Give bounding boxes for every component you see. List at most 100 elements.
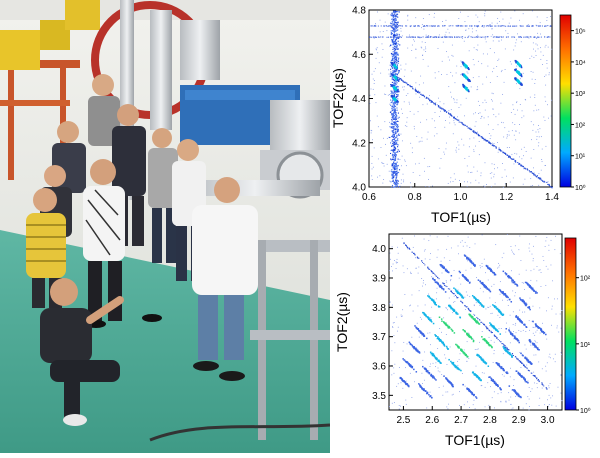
- data-point: [395, 117, 396, 118]
- data-point: [523, 26, 524, 27]
- data-point: [389, 46, 390, 47]
- data-point: [422, 41, 423, 42]
- data-point: [519, 133, 520, 134]
- data-point: [408, 37, 409, 38]
- data-point: [397, 94, 398, 95]
- data-point: [392, 59, 393, 60]
- data-point: [467, 356, 469, 358]
- data-point: [393, 44, 394, 45]
- data-point: [502, 163, 503, 164]
- data-point: [549, 404, 550, 405]
- data-point: [508, 156, 509, 157]
- data-point: [481, 358, 483, 360]
- data-point: [476, 36, 477, 37]
- data-point: [431, 397, 433, 399]
- data-point: [390, 142, 391, 143]
- data-point: [468, 172, 469, 173]
- data-point: [458, 36, 459, 37]
- data-point: [513, 159, 514, 160]
- data-point: [415, 82, 416, 83]
- data-point: [529, 243, 530, 244]
- data-point: [525, 331, 526, 332]
- data-point: [392, 67, 393, 68]
- data-point: [392, 270, 393, 271]
- data-point: [394, 142, 395, 143]
- data-point: [491, 340, 492, 341]
- data-point: [415, 26, 416, 27]
- data-point: [387, 37, 388, 38]
- data-point: [479, 105, 480, 106]
- data-point: [516, 332, 517, 333]
- data-point: [548, 245, 549, 246]
- data-point: [416, 49, 417, 50]
- data-point: [540, 59, 541, 60]
- data-point: [541, 159, 542, 160]
- data-point: [397, 247, 398, 248]
- data-point: [400, 65, 401, 66]
- data-point: [529, 409, 530, 410]
- data-point: [538, 185, 539, 186]
- data-point: [419, 337, 420, 338]
- data-point: [482, 331, 483, 332]
- data-point: [395, 186, 396, 187]
- data-point: [486, 77, 487, 78]
- data-point: [463, 246, 464, 247]
- data-point: [442, 25, 443, 26]
- data-point: [509, 26, 510, 27]
- data-point: [392, 42, 393, 43]
- data-point: [451, 109, 452, 110]
- data-point: [472, 295, 474, 297]
- data-point: [460, 353, 461, 354]
- data-point: [437, 257, 438, 258]
- data-point: [561, 393, 562, 394]
- data-point: [462, 36, 463, 37]
- data-point: [516, 102, 517, 103]
- data-point: [450, 346, 451, 347]
- data-point: [395, 92, 396, 93]
- data-point: [419, 97, 420, 98]
- data-point: [514, 337, 516, 339]
- data-point: [445, 148, 446, 149]
- data-point: [538, 349, 540, 351]
- data-point: [549, 356, 550, 357]
- data-point: [519, 156, 520, 157]
- data-point: [371, 89, 372, 90]
- data-point: [549, 72, 550, 73]
- data-point: [476, 366, 477, 367]
- data-point: [460, 284, 461, 285]
- data-point: [548, 297, 549, 298]
- data-point: [445, 120, 446, 121]
- data-point: [547, 37, 548, 38]
- data-point: [394, 54, 395, 55]
- data-point: [494, 143, 495, 144]
- data-point: [496, 308, 498, 310]
- data-point: [462, 38, 463, 39]
- data-point: [454, 102, 455, 103]
- data-point: [533, 246, 534, 247]
- data-point: [395, 169, 396, 170]
- data-point: [419, 290, 420, 291]
- data-point: [493, 68, 494, 69]
- data-point: [428, 99, 429, 100]
- data-point: [496, 37, 497, 38]
- data-point: [372, 156, 373, 157]
- data-point: [371, 37, 372, 38]
- data-point: [400, 28, 401, 29]
- data-point: [475, 408, 476, 409]
- data-point: [545, 334, 547, 336]
- data-point: [422, 383, 423, 384]
- data-point: [393, 122, 394, 123]
- data-point: [396, 62, 397, 63]
- data-point: [509, 328, 510, 329]
- data-point: [402, 87, 403, 88]
- data-point: [447, 74, 448, 75]
- data-point: [537, 136, 538, 137]
- data-point: [394, 55, 395, 56]
- data-point: [474, 132, 475, 133]
- data-point: [406, 126, 407, 127]
- data-point: [390, 76, 391, 77]
- data-point: [531, 56, 532, 57]
- data-point: [442, 61, 443, 62]
- data-point: [476, 49, 477, 50]
- data-point: [394, 69, 395, 70]
